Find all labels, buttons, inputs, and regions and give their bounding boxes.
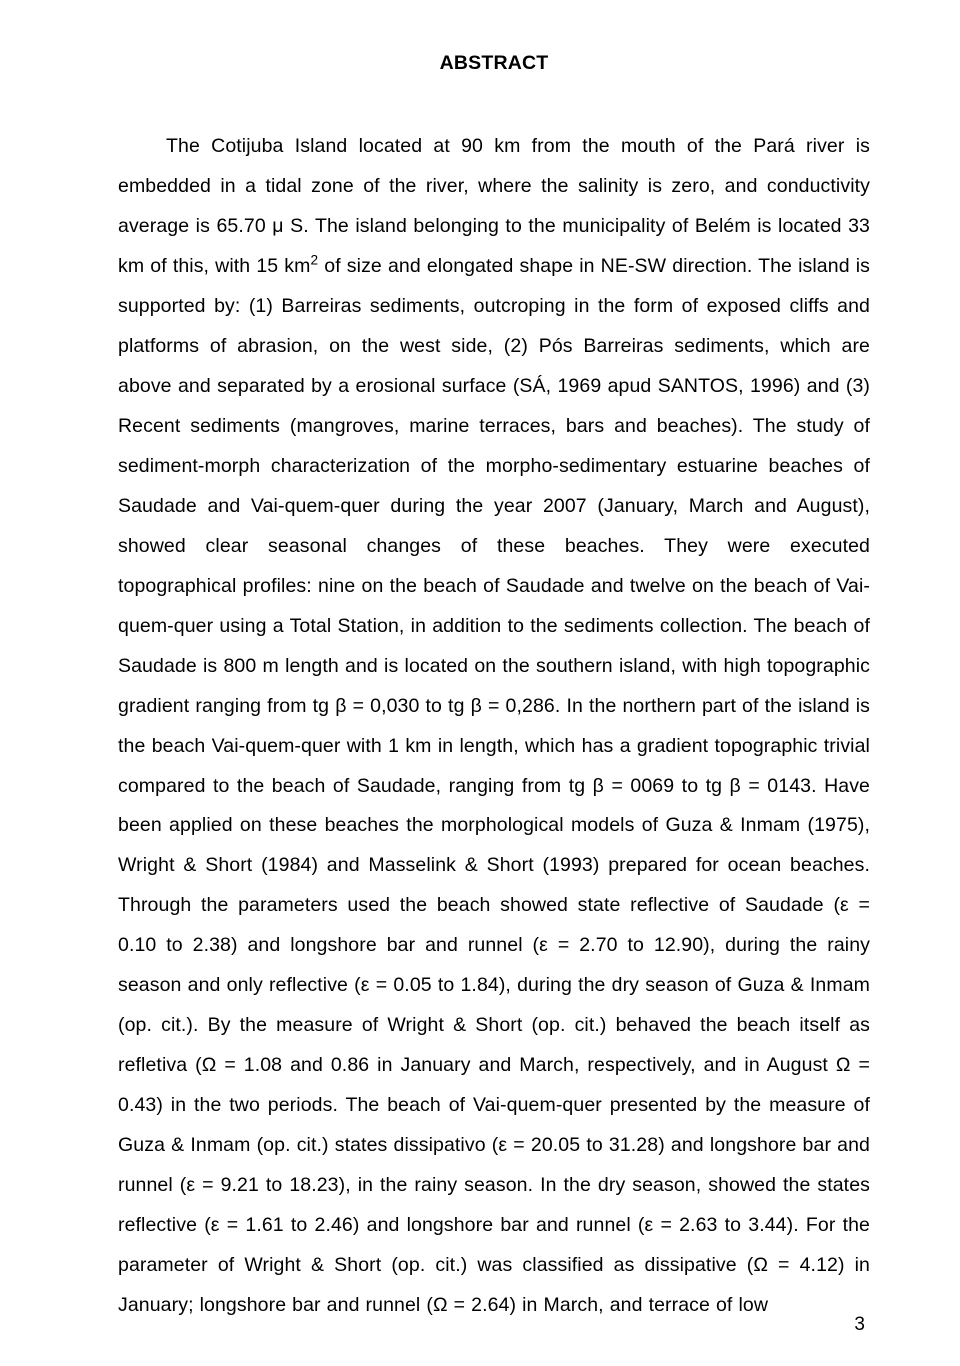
page-number: 3 [854, 1314, 865, 1336]
document-page: ABSTRACT The Cotijuba Island located at … [0, 0, 960, 1366]
abstract-title: ABSTRACT [118, 52, 870, 75]
abstract-body: The Cotijuba Island located at 90 km fro… [118, 127, 870, 1326]
